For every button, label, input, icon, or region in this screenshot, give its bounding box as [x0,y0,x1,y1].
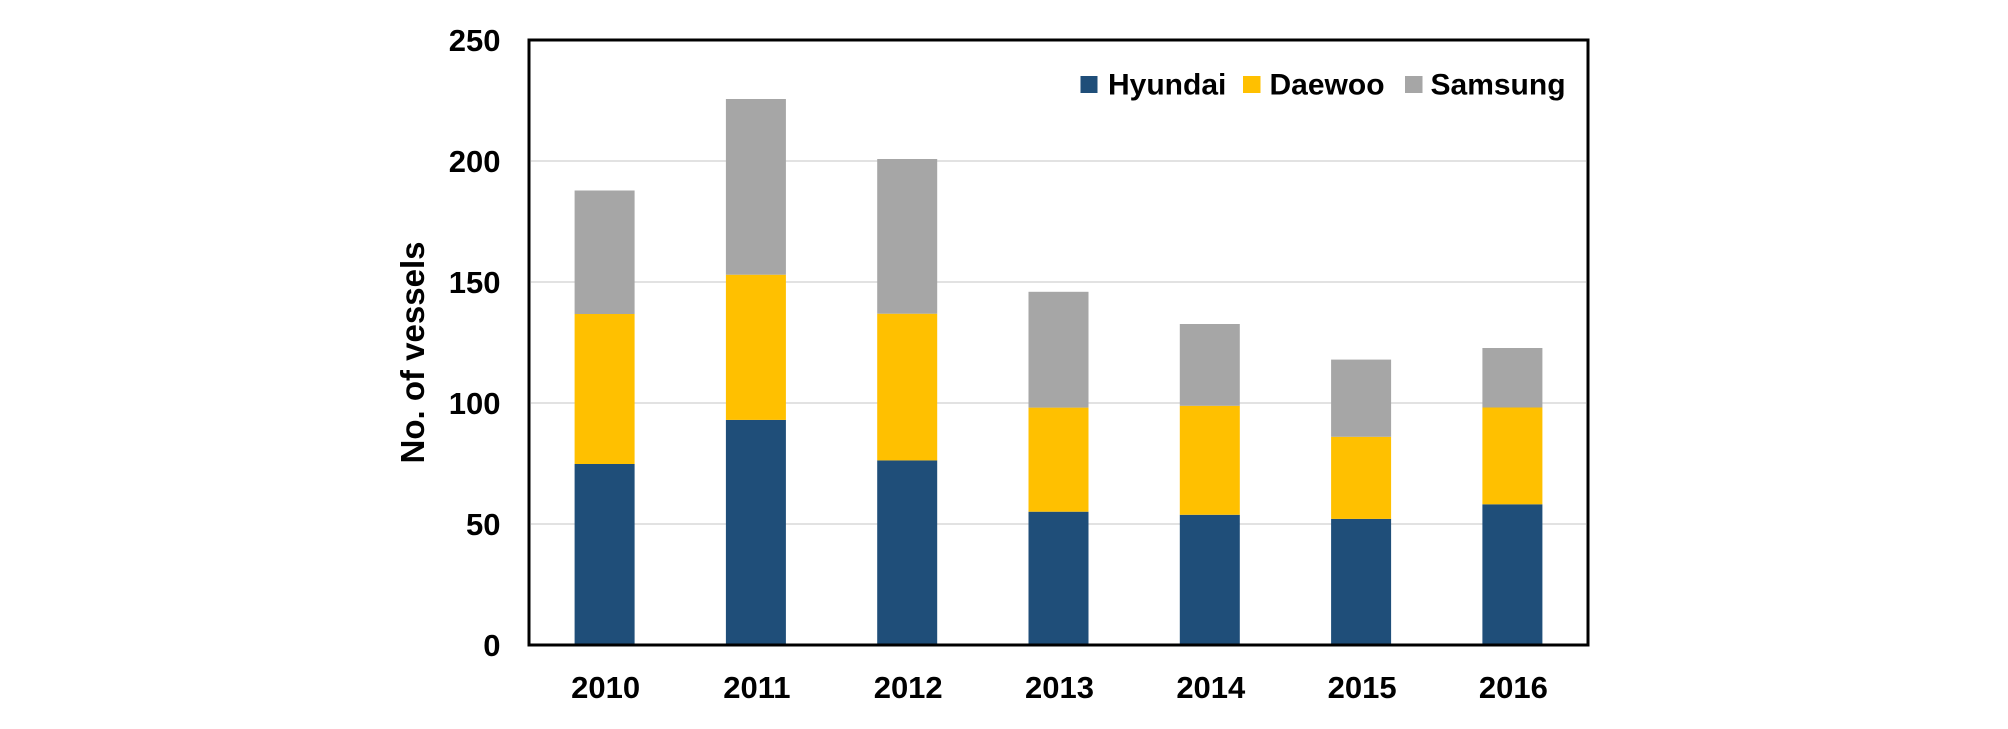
svg-text:No. of vessels: No. of vessels [394,242,431,464]
svg-text:2010: 2010 [571,670,640,705]
svg-text:200: 200 [449,144,501,179]
svg-text:150: 150 [449,265,501,300]
svg-text:2015: 2015 [1328,670,1397,705]
svg-text:2012: 2012 [874,670,943,705]
svg-text:Hyundai: Hyundai [1108,69,1226,102]
svg-text:100: 100 [449,386,501,421]
svg-text:2011: 2011 [723,670,790,705]
svg-text:Daewoo: Daewoo [1270,69,1385,102]
svg-text:2014: 2014 [1176,670,1246,705]
svg-text:Samsung: Samsung [1431,69,1566,102]
svg-text:2013: 2013 [1025,670,1094,705]
svg-text:250: 250 [449,23,501,58]
svg-text:2016: 2016 [1479,670,1548,705]
svg-text:50: 50 [466,507,500,542]
svg-text:0: 0 [483,628,500,663]
